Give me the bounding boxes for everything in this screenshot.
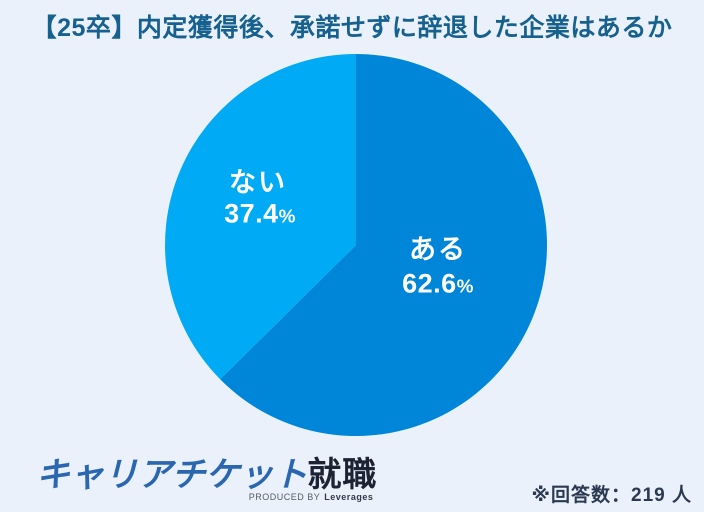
pie-slice-label-nai: ない bbox=[229, 167, 287, 198]
pie-slice-0 bbox=[220, 54, 547, 436]
pie-slice-value-aru-number: 62.6 bbox=[402, 268, 457, 299]
percent-sign: % bbox=[456, 276, 474, 298]
brand-logo-main: キャリアチケット bbox=[36, 456, 308, 494]
pie-slice-1 bbox=[164, 53, 356, 380]
brand-logo-suffix: 就職 bbox=[307, 456, 378, 494]
produced-by-line: PRODUCED BY Leverages bbox=[36, 492, 377, 502]
produced-by-label: PRODUCED BY bbox=[248, 492, 321, 503]
brand-logo-text: キャリアチケット就職 bbox=[36, 456, 378, 494]
respondents-note: ※回答数：219 人 bbox=[531, 485, 692, 506]
percent-sign: % bbox=[278, 206, 296, 228]
pie-slice-value-aru: 62.6% bbox=[402, 269, 474, 300]
pie-slice-value-nai-number: 37.4 bbox=[224, 198, 279, 229]
pie-slice-label-aru: ある bbox=[409, 234, 467, 265]
producer-name: Leverages bbox=[324, 492, 374, 503]
brand-logo: キャリアチケット就職 PRODUCED BY Leverages bbox=[36, 456, 378, 502]
chart-title: 【25卒】内定獲得後、承諾せずに辞退した企業はあるか bbox=[31, 14, 673, 42]
pie-slice-value-nai: 37.4% bbox=[224, 199, 296, 230]
